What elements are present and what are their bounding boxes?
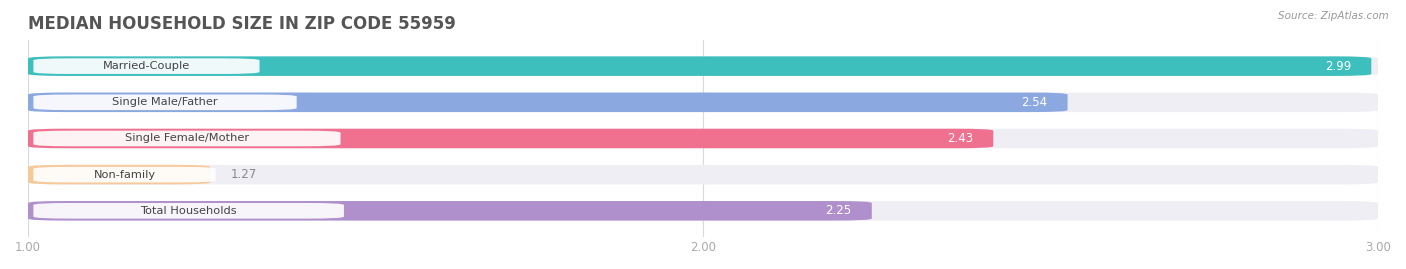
FancyBboxPatch shape — [28, 165, 1378, 184]
Text: 1.27: 1.27 — [231, 168, 257, 181]
Text: Total Households: Total Households — [141, 206, 238, 216]
FancyBboxPatch shape — [34, 58, 260, 74]
FancyBboxPatch shape — [34, 167, 215, 182]
Text: Non-family: Non-family — [93, 170, 156, 180]
Text: 2.25: 2.25 — [825, 204, 852, 217]
Text: MEDIAN HOUSEHOLD SIZE IN ZIP CODE 55959: MEDIAN HOUSEHOLD SIZE IN ZIP CODE 55959 — [28, 15, 456, 33]
FancyBboxPatch shape — [28, 129, 1378, 148]
FancyBboxPatch shape — [28, 201, 1378, 221]
FancyBboxPatch shape — [28, 165, 211, 184]
FancyBboxPatch shape — [28, 129, 993, 148]
Text: 2.43: 2.43 — [946, 132, 973, 145]
FancyBboxPatch shape — [28, 56, 1378, 76]
Text: 2.54: 2.54 — [1021, 96, 1047, 109]
Text: Married-Couple: Married-Couple — [103, 61, 190, 71]
FancyBboxPatch shape — [34, 203, 344, 219]
FancyBboxPatch shape — [34, 94, 297, 110]
FancyBboxPatch shape — [28, 93, 1067, 112]
Text: Source: ZipAtlas.com: Source: ZipAtlas.com — [1278, 11, 1389, 21]
FancyBboxPatch shape — [28, 93, 1378, 112]
FancyBboxPatch shape — [28, 201, 872, 221]
Text: Single Male/Father: Single Male/Father — [112, 97, 218, 107]
FancyBboxPatch shape — [34, 131, 340, 146]
Text: 2.99: 2.99 — [1324, 60, 1351, 73]
FancyBboxPatch shape — [28, 56, 1371, 76]
Text: Single Female/Mother: Single Female/Mother — [125, 133, 249, 143]
